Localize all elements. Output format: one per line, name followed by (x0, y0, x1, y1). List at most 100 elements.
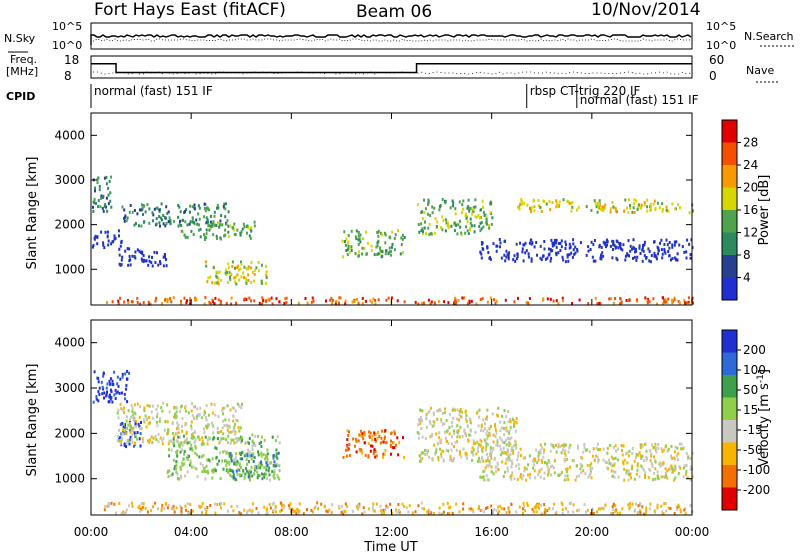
data-pixel (639, 454, 642, 458)
data-pixel (105, 205, 107, 209)
data-pixel (140, 427, 143, 431)
data-pixel (102, 243, 105, 247)
data-pixel (480, 227, 483, 231)
data-pixel (120, 439, 123, 443)
data-pixel (387, 252, 390, 256)
data-pixel (541, 298, 544, 302)
data-pixel (615, 209, 618, 213)
data-pixel (149, 438, 152, 442)
data-pixel (653, 455, 655, 459)
data-pixel (116, 390, 119, 394)
data-pixel (205, 418, 208, 422)
y-tick-label: 4000 (54, 336, 85, 350)
data-pixel (535, 510, 538, 514)
data-pixel (121, 205, 124, 209)
data-pixel (533, 510, 535, 514)
data-pixel (671, 470, 674, 474)
data-pixel (494, 435, 497, 439)
data-pixel (189, 503, 192, 506)
data-pixel (526, 504, 529, 508)
data-pixel (240, 262, 243, 266)
colorbar-tick-label: 200 (743, 343, 766, 357)
data-pixel (363, 510, 366, 514)
data-pixel (521, 250, 524, 254)
data-pixel (485, 222, 488, 226)
data-pixel (97, 176, 100, 180)
data-pixel (203, 466, 206, 470)
data-pixel (214, 468, 217, 472)
data-pixel (280, 501, 282, 505)
data-pixel (163, 253, 166, 256)
data-pixel (166, 211, 169, 215)
data-pixel (471, 508, 474, 512)
data-pixel (431, 458, 434, 462)
data-pixel (451, 408, 454, 412)
data-pixel (484, 466, 487, 470)
data-pixel (92, 205, 94, 209)
data-pixel (661, 256, 664, 260)
data-pixel (203, 470, 206, 473)
data-pixel (257, 269, 260, 273)
data-pixel (515, 257, 518, 261)
data-pixel (235, 469, 238, 473)
data-pixel (395, 510, 398, 514)
data-pixel (239, 267, 242, 271)
data-pixel (505, 428, 508, 432)
data-pixel (486, 442, 489, 446)
data-pixel (390, 439, 392, 443)
data-pixel (653, 251, 656, 255)
data-pixel (557, 251, 560, 255)
data-pixel (614, 504, 617, 508)
data-pixel (506, 452, 509, 456)
data-pixel (370, 444, 373, 448)
data-pixel (355, 229, 358, 233)
data-pixel (246, 231, 248, 235)
data-pixel (350, 245, 353, 249)
data-pixel (491, 510, 494, 514)
data-pixel (278, 469, 281, 473)
data-pixel (185, 301, 188, 305)
data-pixel (113, 370, 116, 374)
data-pixel (236, 273, 239, 277)
data-pixel (449, 206, 452, 210)
data-pixel (564, 443, 567, 447)
data-pixel (589, 467, 592, 471)
data-pixel (123, 300, 126, 304)
data-pixel (530, 210, 533, 214)
data-pixel (312, 299, 315, 303)
data-pixel (637, 504, 640, 508)
data-pixel (638, 203, 641, 207)
data-pixel (640, 203, 643, 207)
data-pixel (420, 501, 423, 505)
data-pixel (643, 240, 646, 244)
data-pixel (345, 454, 348, 458)
data-pixel (222, 419, 225, 423)
data-pixel (384, 508, 387, 512)
data-pixel (127, 439, 130, 443)
data-pixel (452, 416, 455, 420)
data-pixel (486, 459, 489, 463)
data-pixel (539, 448, 542, 452)
data-pixel (363, 441, 366, 445)
data-pixel (655, 450, 658, 454)
data-pixel (601, 205, 604, 209)
data-pixel (98, 184, 101, 188)
data-pixel (259, 474, 261, 478)
data-pixel (268, 462, 271, 466)
data-pixel (617, 246, 620, 250)
data-pixel (495, 470, 498, 473)
data-pixel (166, 300, 169, 303)
data-pixel (606, 243, 608, 247)
data-pixel (649, 208, 652, 212)
data-pixel (480, 256, 483, 260)
data-pixel (391, 242, 394, 246)
data-pixel (433, 452, 436, 456)
data-pixel (495, 431, 498, 435)
data-pixel (247, 267, 250, 271)
data-pixel (507, 507, 510, 511)
data-pixel (528, 297, 531, 300)
data-pixel (496, 440, 499, 444)
data-pixel (233, 425, 236, 429)
data-pixel (334, 301, 337, 305)
data-pixel (533, 463, 536, 467)
